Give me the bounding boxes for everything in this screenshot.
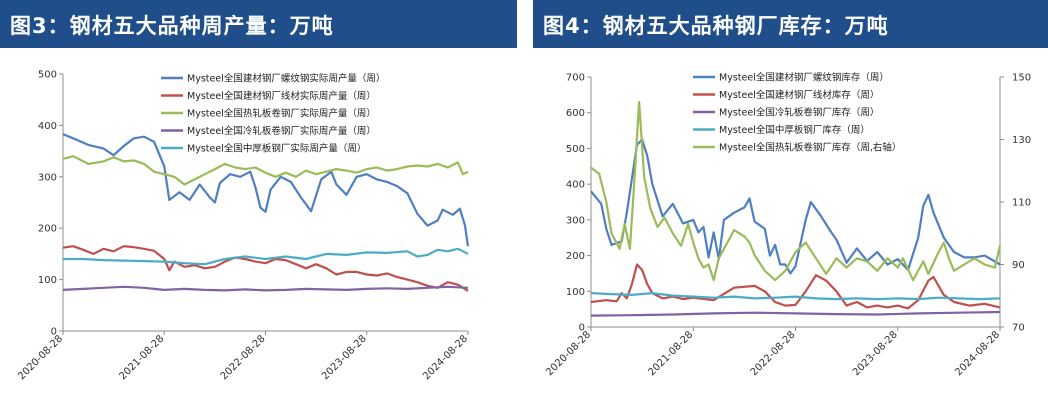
y-tick-label: 0 [579, 323, 585, 334]
series-line [62, 285, 469, 292]
y-tick-label: 100 [566, 287, 585, 298]
y-tick-label: 0 [51, 327, 57, 338]
legend-label: Mysteel全国热轧板卷钢厂实际周产量（周） [187, 108, 376, 120]
chart-panel-left: 图3：钢材五大品种周产量：万吨 0 100 200 300 400 500 2020-08-… [0, 0, 517, 402]
chart-title-bar: 图3：钢材五大品种周产量：万吨 [0, 0, 517, 48]
chart-title-bar: 图4：钢材五大品种钢厂库存：万吨 [533, 0, 1048, 48]
chart-panel-right: 图4：钢材五大品种钢厂库存：万吨 0 100 200 300 400 500 600 700 7… [533, 0, 1048, 402]
series-line [62, 133, 470, 247]
y-tick-label: 100 [38, 275, 57, 286]
x-tick-label: 2022-08-28 [219, 333, 268, 382]
inventory-line-chart: 0 100 200 300 400 500 600 700 70 90 110 130 150 2020-… [544, 72, 1031, 379]
series-line [590, 292, 1001, 301]
x-tick-label: 2022-08-28 [749, 329, 798, 378]
series-line [63, 247, 469, 266]
y-tick-label: 200 [566, 251, 585, 262]
y-right-tick-label: 90 [1012, 260, 1025, 271]
y-right-tick-label: 110 [1012, 198, 1031, 209]
chart-title: 图4：钢材五大品种钢厂库存：万吨 [543, 14, 889, 38]
x-tick-label: 2021-08-28 [646, 329, 695, 378]
x-tick-label: 2020-08-28 [16, 333, 65, 382]
legend-label: Mysteel全国冷轧板卷钢厂实际周产量（周） [187, 125, 376, 137]
y-tick-label: 500 [566, 144, 585, 155]
y-tick-label: 400 [38, 121, 57, 132]
legend-label: Mysteel全国中厚板钢厂实际周产量（周） [187, 143, 366, 155]
series-line [590, 263, 1001, 310]
series-line [590, 100, 1002, 282]
series-line [590, 310, 1001, 317]
x-tick-label: 2024-08-28 [953, 329, 1002, 378]
legend-label: Mysteel全国中厚板钢厂库存（周） [719, 124, 870, 136]
y-right-tick-label: 130 [1012, 135, 1031, 146]
x-tick-label: 2023-08-28 [320, 333, 369, 382]
y-tick-label: 300 [38, 172, 57, 183]
y-right-tick-label: 150 [1012, 73, 1031, 84]
x-tick-label: 2020-08-28 [544, 329, 593, 378]
y-tick-label: 600 [566, 108, 585, 119]
x-tick-label: 2024-08-28 [421, 333, 470, 382]
production-line-chart: 0 100 200 300 400 500 2020-08-28 2021-08-28 2022… [16, 70, 470, 383]
x-tick-label: 2023-08-28 [851, 329, 900, 378]
legend-label: Mysteel全国建材钢厂线材实际周产量（周） [187, 90, 376, 102]
y-tick-label: 700 [566, 73, 585, 84]
legend-label: Mysteel全国建材钢厂螺纹钢实际周产量（周） [187, 73, 385, 85]
series-line [62, 245, 469, 292]
y-right-tick-label: 70 [1012, 323, 1025, 334]
y-tick-label: 500 [38, 70, 57, 81]
y-tick-label: 400 [566, 180, 585, 191]
x-tick-label: 2021-08-28 [117, 333, 166, 382]
series-line [590, 138, 1001, 275]
y-tick-label: 200 [38, 224, 57, 235]
legend-label: Mysteel全国热轧板卷钢厂库存（周,右轴） [719, 142, 901, 154]
series-line [62, 155, 469, 186]
chart-title: 图3：钢材五大品种周产量：万吨 [10, 14, 334, 38]
y-tick-label: 300 [566, 215, 585, 226]
legend-label: Mysteel全国建材钢厂线材库存（周） [719, 89, 879, 101]
legend-label: Mysteel全国冷轧板卷钢厂库存（周） [719, 107, 879, 119]
legend-label: Mysteel全国建材钢厂螺纹钢库存（周） [719, 72, 889, 84]
